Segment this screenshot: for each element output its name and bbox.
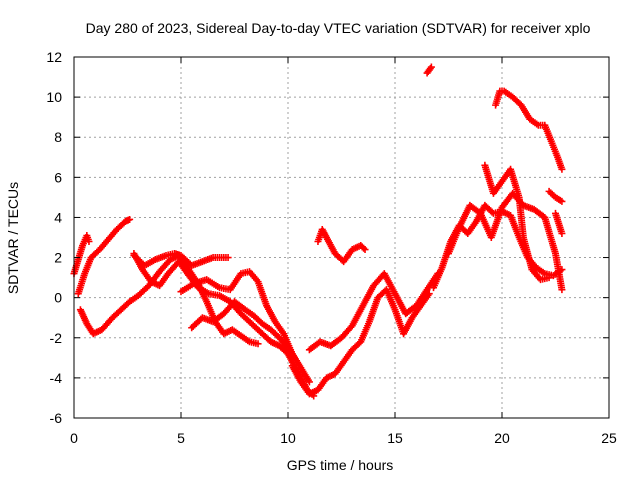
- x-tick-label: 0: [70, 430, 78, 446]
- series-track-9: [305, 270, 442, 354]
- series-track-17: [552, 209, 566, 237]
- x-tick-label: 25: [601, 430, 617, 446]
- y-tick-label: 10: [46, 89, 62, 105]
- x-tick-label: 5: [177, 430, 185, 446]
- x-tick-label: 10: [280, 430, 296, 446]
- data-point: [290, 354, 298, 362]
- y-axis-label: SDTVAR / TECUs: [5, 182, 21, 294]
- series-track-13: [445, 189, 566, 294]
- series-track-15: [492, 87, 566, 173]
- data-point: [545, 274, 553, 282]
- series-track-8: [288, 286, 433, 398]
- y-tick-label: -2: [50, 330, 63, 346]
- x-tick-label: 20: [494, 430, 510, 446]
- data-point: [254, 340, 262, 348]
- data-point: [558, 229, 566, 237]
- data-point: [126, 215, 134, 223]
- data-point: [85, 238, 93, 246]
- series-track-5: [130, 250, 318, 400]
- plot-frame: [73, 56, 610, 419]
- axis-ticks: 0 5 10 15 20 25 -6 -4 -2 0 2 4 6 8 10 12: [46, 49, 617, 446]
- series-track-16: [545, 187, 566, 205]
- data-point: [558, 286, 566, 294]
- data-point: [360, 244, 368, 252]
- y-tick-label: 4: [54, 209, 62, 225]
- series-track-2: [74, 215, 134, 298]
- data-point: [558, 165, 566, 173]
- y-tick-label: 8: [54, 129, 62, 145]
- data-point: [361, 246, 369, 254]
- data-point: [558, 197, 566, 205]
- y-tick-label: -6: [50, 410, 63, 426]
- data-marks: [70, 63, 566, 400]
- y-tick-label: 6: [54, 169, 62, 185]
- grid: [74, 57, 609, 418]
- y-tick-label: 0: [54, 290, 62, 306]
- series-track-10: [314, 225, 369, 266]
- data-point: [426, 65, 434, 73]
- y-tick-label: -4: [50, 370, 63, 386]
- x-tick-label: 15: [387, 430, 403, 446]
- series-track-11: [423, 63, 435, 77]
- x-axis-label: GPS time / hours: [287, 457, 394, 473]
- data-point: [427, 63, 435, 71]
- data-point: [305, 378, 313, 386]
- y-tick-label: 12: [46, 49, 62, 65]
- y-tick-label: 2: [54, 250, 62, 266]
- series-track-7: [188, 298, 298, 362]
- series-track-14: [481, 161, 553, 284]
- data-point: [224, 254, 232, 262]
- chart-title: Day 280 of 2023, Sidereal Day-to-day VTE…: [86, 20, 591, 36]
